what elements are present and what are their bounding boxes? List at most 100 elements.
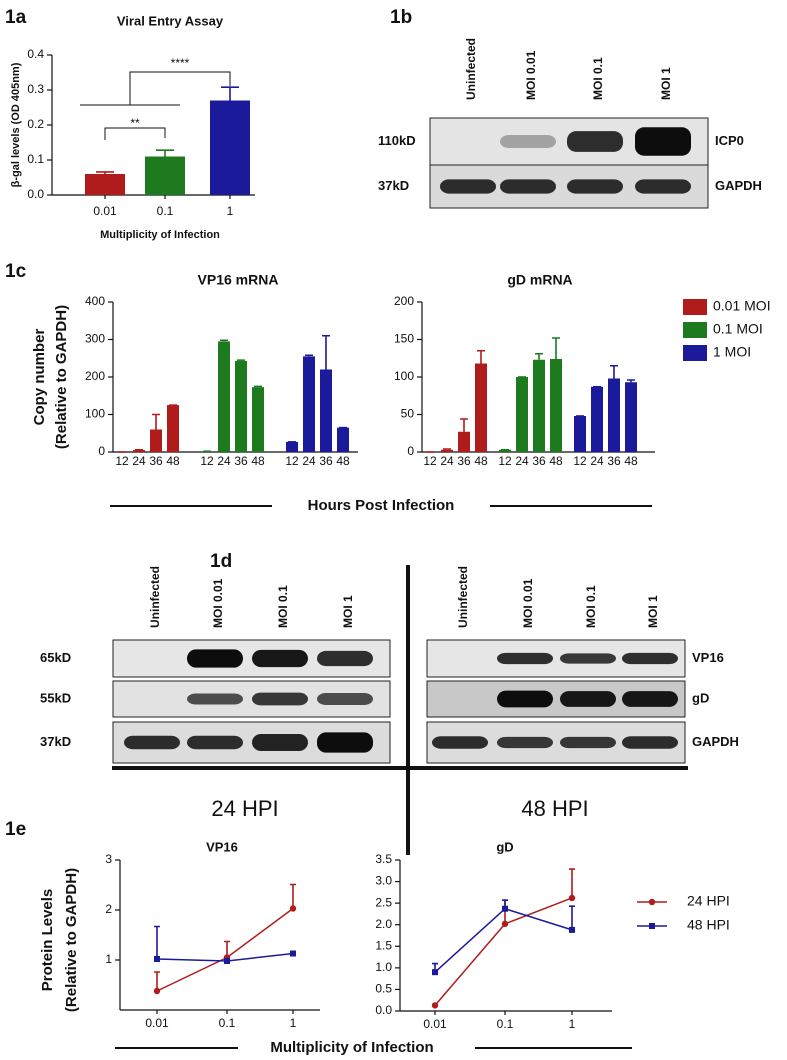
line: [156, 907, 294, 992]
y-tick-label: 0.5: [375, 982, 392, 996]
x-tick-label: 0.1: [219, 1016, 236, 1030]
protein-label: VP16: [692, 650, 724, 665]
legend-label: 0.1 MOI: [713, 321, 763, 337]
band: [497, 690, 553, 708]
bar: [320, 369, 332, 452]
line: [434, 897, 573, 1006]
chart-title: gD mRNA: [507, 272, 572, 288]
bar: [533, 359, 545, 452]
legend-label: 24 HPI: [687, 893, 730, 909]
legend-label: 48 HPI: [687, 917, 730, 933]
x-tick-label: 1: [290, 1016, 297, 1030]
y-tick-label: 0.1: [27, 152, 44, 166]
band: [252, 734, 308, 751]
y-tick-label: 3.5: [375, 852, 392, 866]
y-axis-label: Protein Levels: [39, 889, 56, 992]
chart-title: gD: [496, 839, 513, 854]
y-tick-label: 100: [85, 407, 105, 421]
panel-label: 1c: [5, 261, 27, 282]
lane-label: MOI 1: [659, 67, 673, 100]
marker: [432, 969, 438, 976]
x-tick-label: 48: [336, 454, 350, 468]
band: [560, 653, 616, 664]
group-label: 48 HPI: [521, 796, 588, 821]
bar: [133, 450, 145, 452]
bar: [252, 387, 264, 452]
size-label: 37kD: [40, 734, 71, 749]
x-tick-label: 24: [440, 454, 454, 468]
lane-label: MOI 1: [646, 595, 660, 628]
band: [500, 135, 556, 148]
band: [440, 179, 496, 194]
bar: [150, 429, 162, 452]
band: [187, 693, 243, 705]
y-tick-label: 3.0: [375, 874, 392, 888]
protein-label: gD: [692, 690, 709, 705]
error-bar: [477, 349, 485, 364]
x-tick-label: 0.01: [423, 1017, 447, 1031]
error-bar: [443, 448, 451, 450]
x-tick-label: 24: [217, 454, 231, 468]
legend-label: 0.01 MOI: [713, 298, 771, 314]
error-bar: [156, 149, 174, 157]
y-tick-label: 1: [105, 952, 112, 966]
y-axis-label: (Relative to GAPDH): [53, 305, 70, 449]
x-tick-label: 36: [319, 454, 333, 468]
x-tick-label: 24: [590, 454, 604, 468]
legend-swatch: [683, 322, 707, 338]
panel-label: 1d: [210, 551, 232, 572]
band: [560, 736, 616, 749]
panel-label: 1b: [390, 7, 412, 28]
x-tick-label: 1: [227, 204, 234, 218]
lane-label: MOI 0.01: [211, 578, 225, 628]
x-tick-label: 0.1: [157, 204, 174, 218]
y-tick-label: 2.0: [375, 917, 392, 931]
band: [622, 691, 678, 707]
y-tick-label: 300: [85, 332, 105, 346]
bar: [210, 100, 250, 195]
x-tick-label: 48: [166, 454, 180, 468]
y-tick-label: 0.0: [375, 1003, 392, 1017]
band: [567, 179, 623, 194]
bar: [235, 360, 247, 452]
lane-label: MOI 0.1: [591, 57, 605, 100]
marker: [153, 987, 161, 995]
x-tick-label: 48: [474, 454, 488, 468]
x-tick-label: 48: [549, 454, 563, 468]
x-tick-label: 24: [515, 454, 529, 468]
band: [622, 736, 678, 749]
chart-title: Viral Entry Assay: [117, 13, 224, 28]
y-tick-label: 400: [85, 294, 105, 308]
error-bar: [152, 413, 160, 430]
error-bar: [552, 337, 560, 359]
error-bar: [221, 86, 239, 101]
lane-label: MOI 0.01: [524, 50, 538, 100]
y-tick-label: 0.2: [27, 117, 44, 131]
protein-label: GAPDH: [715, 178, 762, 193]
x-tick-label: 0.01: [93, 204, 117, 218]
x-tick-label: 24: [302, 454, 316, 468]
y-axis-label: (Relative to GAPDH): [63, 868, 80, 1012]
band: [187, 735, 243, 750]
error-bar: [237, 359, 245, 361]
error-bar: [460, 418, 468, 432]
bar: [167, 405, 179, 452]
x-tick-label: 12: [200, 454, 214, 468]
chart-title: VP16: [206, 839, 238, 854]
protein-label: GAPDH: [692, 734, 739, 749]
y-tick-label: 0.4: [27, 47, 44, 61]
bar: [499, 449, 511, 452]
marker: [502, 905, 508, 912]
panel-label: 1e: [5, 819, 26, 840]
x-tick-label: 36: [457, 454, 471, 468]
x-tick-label: 0.01: [145, 1016, 169, 1030]
legend-swatch: [683, 345, 707, 361]
x-tick-label: 24: [132, 454, 146, 468]
bracket: [104, 127, 166, 140]
marker: [501, 920, 509, 928]
error-bar: [569, 868, 575, 898]
lane-label: Uninfected: [456, 566, 470, 628]
x-tick-label: 0.1: [497, 1017, 514, 1031]
band: [317, 732, 373, 753]
y-tick-label: 200: [394, 294, 414, 308]
